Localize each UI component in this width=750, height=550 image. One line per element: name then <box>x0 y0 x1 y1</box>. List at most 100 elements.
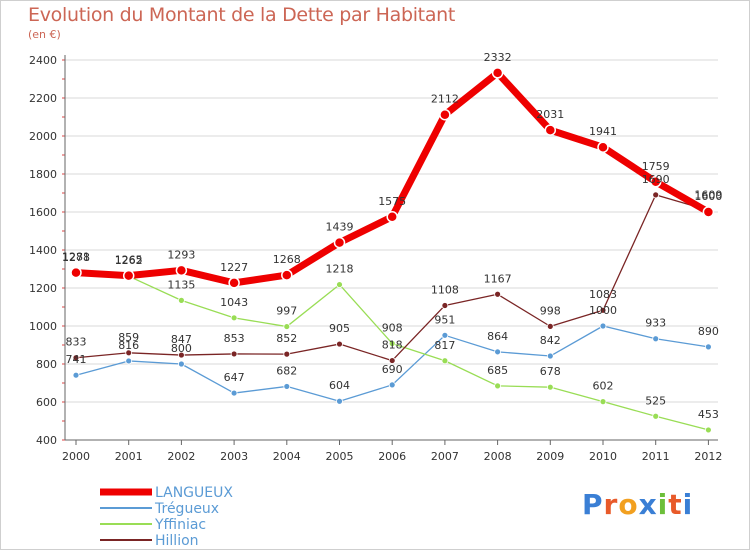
data-point-tregueux <box>283 383 291 390</box>
data-label-yffiniac: 817 <box>434 339 455 352</box>
data-point-langueux <box>175 264 188 277</box>
x-tick-label: 2010 <box>589 450 617 463</box>
data-point-tregueux <box>230 389 238 397</box>
data-point-hillion <box>388 357 396 364</box>
data-label-tregueux: 682 <box>276 364 297 377</box>
data-point-langueux <box>597 141 609 153</box>
data-point-tregueux <box>599 322 607 330</box>
data-label-yffiniac: 453 <box>698 408 719 421</box>
y-tick-label: 1000 <box>29 320 57 333</box>
data-point-langueux <box>333 236 346 249</box>
data-point-langueux <box>702 206 715 218</box>
y-tick-label: 1800 <box>29 168 57 181</box>
data-point-tregueux <box>652 335 660 343</box>
data-label-tregueux: 741 <box>66 353 87 366</box>
data-label-yffiniac: 997 <box>276 305 297 318</box>
data-point-langueux <box>386 211 398 223</box>
data-point-yffiniac <box>388 340 396 347</box>
x-tick-label: 2004 <box>273 450 301 463</box>
data-label-langueux: 1439 <box>326 221 354 234</box>
data-label-tregueux: 864 <box>487 330 508 343</box>
x-tick-label: 2012 <box>694 450 722 463</box>
data-point-tregueux <box>494 348 502 356</box>
data-point-yffiniac <box>494 382 502 390</box>
data-label-tregueux: 604 <box>329 379 350 392</box>
y-tick-label: 2200 <box>29 92 57 105</box>
data-point-hillion <box>336 340 343 348</box>
data-label-yffiniac: 908 <box>382 321 403 334</box>
data-point-hillion <box>283 350 291 358</box>
data-point-hillion <box>441 302 449 309</box>
data-point-yffiniac <box>230 314 238 322</box>
data-label-langueux: 2332 <box>484 51 512 64</box>
data-label-tregueux: 647 <box>224 371 245 384</box>
x-tick-label: 2007 <box>431 450 459 463</box>
data-label-hillion: 1167 <box>484 272 512 285</box>
data-point-hillion <box>72 354 80 362</box>
data-label-yffiniac: 678 <box>540 365 561 378</box>
data-point-hillion <box>494 290 502 298</box>
data-point-tregueux <box>705 343 712 351</box>
x-tick-label: 2006 <box>378 450 406 463</box>
data-point-tregueux <box>546 352 554 360</box>
data-label-tregueux: 842 <box>540 334 561 347</box>
x-tick-label: 2003 <box>220 450 248 463</box>
data-label-langueux: 1227 <box>220 261 248 274</box>
data-point-hillion <box>546 322 554 330</box>
data-point-tregueux <box>441 331 449 339</box>
data-label-hillion: 1108 <box>431 283 459 296</box>
data-point-yffiniac <box>336 281 343 288</box>
data-label-langueux: 1281 <box>62 251 90 264</box>
data-point-langueux <box>228 277 240 289</box>
data-point-hillion <box>652 191 660 199</box>
data-label-yffiniac: 1043 <box>220 296 248 309</box>
data-point-yffiniac <box>652 412 660 420</box>
proxiti-logo: Proxiti <box>582 488 694 521</box>
data-label-langueux: 1268 <box>273 253 301 266</box>
data-point-langueux <box>439 108 451 121</box>
y-tick-label: 1600 <box>29 206 57 219</box>
legend-label-hillion: Hillion <box>155 533 199 549</box>
data-point-yffiniac <box>546 383 554 391</box>
y-tick-label: 800 <box>36 358 57 371</box>
data-label-hillion: 859 <box>118 331 139 344</box>
data-label-yffiniac: 525 <box>645 394 666 407</box>
data-label-tregueux: 1000 <box>589 304 617 317</box>
data-point-hillion <box>230 350 238 358</box>
y-tick-label: 600 <box>36 396 57 409</box>
data-label-tregueux: 816 <box>118 339 139 352</box>
data-label-langueux: 2031 <box>536 108 564 121</box>
data-label-tregueux: 951 <box>434 313 455 326</box>
data-label-tregueux: 890 <box>698 325 719 338</box>
y-tick-label: 2000 <box>29 130 57 143</box>
data-label-yffiniac: 1278 <box>62 251 90 264</box>
legend-label-tregueux: Trégueux <box>154 501 219 517</box>
x-tick-label: 2002 <box>167 450 195 463</box>
data-label-yffiniac: 685 <box>487 364 508 377</box>
data-label-hillion: 853 <box>224 332 245 345</box>
data-point-yffiniac <box>177 296 185 304</box>
data-label-yffiniac: 602 <box>593 380 614 393</box>
data-label-tregueux: 800 <box>171 342 192 355</box>
x-tick-label: 2011 <box>642 450 670 463</box>
y-tick-label: 1200 <box>29 282 57 295</box>
data-label-langueux: 1941 <box>589 125 617 138</box>
x-tick-label: 2005 <box>326 450 354 463</box>
data-point-tregueux <box>125 357 133 365</box>
data-point-tregueux <box>177 360 185 368</box>
x-tick-label: 2000 <box>62 450 90 463</box>
data-label-tregueux: 933 <box>645 317 666 330</box>
data-label-langueux: 1575 <box>378 195 406 208</box>
chart-title: Evolution du Montant de la Dette par Hab… <box>28 4 456 26</box>
data-point-langueux <box>70 266 82 279</box>
unit-label: (en €) <box>28 28 61 41</box>
data-label-yffiniac: 1135 <box>167 278 195 291</box>
data-point-tregueux <box>72 371 80 379</box>
data-point-langueux <box>649 176 662 188</box>
data-label-hillion: 818 <box>382 339 403 352</box>
x-tick-label: 2001 <box>115 450 143 463</box>
data-point-yffiniac <box>705 426 712 434</box>
data-label-langueux: 1293 <box>167 248 195 261</box>
data-label-hillion: 1609 <box>694 188 722 201</box>
x-tick-label: 2008 <box>484 450 512 463</box>
